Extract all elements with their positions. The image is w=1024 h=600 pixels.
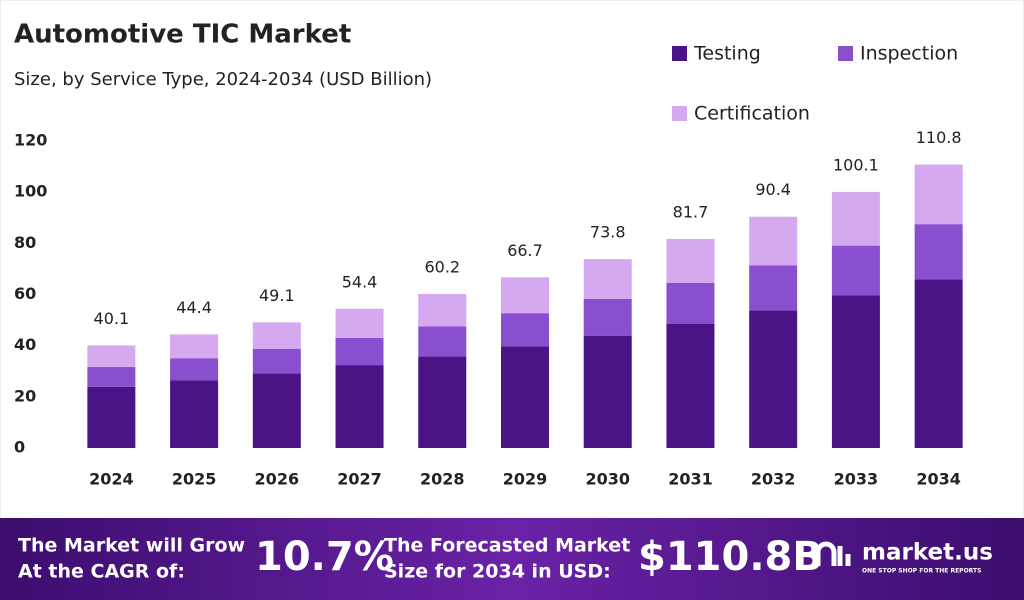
- cagr-text: The Market will Grow: [18, 535, 245, 557]
- legend-label: Testing: [693, 43, 761, 65]
- brand: market.us: [862, 540, 993, 566]
- y-tick-label: 40: [14, 335, 36, 354]
- total-label: 60.2: [424, 257, 460, 276]
- forecast-value: $110.8B: [638, 534, 823, 580]
- legend-label: Certification: [694, 103, 810, 125]
- bar-segment: [335, 308, 384, 338]
- chart-subtitle: Size, by Service Type, 2024-2034 (USD Bi…: [14, 69, 432, 90]
- x-tick-label: 2032: [751, 470, 796, 489]
- total-label: 66.7: [507, 241, 543, 260]
- bar-segment: [170, 358, 219, 381]
- bar-segment: [501, 277, 549, 314]
- footer: The Market will Grow At the CAGR of: 10.…: [18, 534, 993, 583]
- x-tick-label: 2025: [172, 470, 217, 489]
- bar-segment: [749, 216, 798, 266]
- bar-segment: [87, 345, 136, 367]
- bar-segment: [831, 295, 880, 448]
- bar-segment: [335, 365, 384, 448]
- x-tick-label: 2031: [668, 470, 713, 489]
- total-label: 100.1: [833, 155, 879, 174]
- bar-segment: [252, 348, 301, 374]
- x-tick-label: 2030: [585, 470, 630, 489]
- bar-segment: [335, 337, 384, 366]
- cagr-text: At the CAGR of:: [18, 561, 185, 583]
- total-label: 110.8: [916, 128, 962, 147]
- total-label: 73.8: [590, 223, 626, 242]
- legend-swatch: [672, 46, 687, 61]
- bar-segment: [501, 346, 549, 448]
- bar-segment: [583, 259, 632, 299]
- tagline: ONE STOP SHOP FOR THE REPORTS: [862, 568, 981, 575]
- x-tick-label: 2026: [255, 470, 300, 489]
- y-tick-label: 80: [14, 233, 36, 252]
- legend-swatch: [838, 46, 853, 61]
- bar-segment: [914, 224, 963, 280]
- chart-title: Automotive TIC Market: [14, 20, 351, 50]
- x-tick-label: 2033: [834, 470, 879, 489]
- bar-segment: [749, 310, 798, 448]
- bar-segment: [666, 282, 715, 324]
- bar-segment: [914, 279, 963, 448]
- bar-segment: [87, 386, 136, 448]
- bar-segment: [583, 335, 632, 448]
- total-label: 54.4: [342, 272, 378, 291]
- forecast-text: Size for 2034 in USD:: [384, 561, 611, 583]
- legend-label: Inspection: [860, 43, 958, 65]
- y-tick-label: 120: [14, 131, 47, 150]
- y-tick-label: 0: [14, 438, 25, 457]
- bar-segment: [583, 298, 632, 336]
- total-label: 90.4: [755, 180, 791, 199]
- footer-banner: [0, 518, 1024, 600]
- total-label: 81.7: [673, 202, 709, 221]
- bar-segment: [252, 373, 301, 448]
- bar-segment: [914, 164, 963, 225]
- total-label: 40.1: [94, 309, 130, 328]
- x-tick-label: 2028: [420, 470, 465, 489]
- bar-segment: [87, 366, 136, 387]
- x-tick-label: 2034: [916, 470, 961, 489]
- y-tick-label: 20: [14, 386, 36, 405]
- brand-logo: [815, 541, 851, 566]
- bar-segment: [252, 322, 301, 349]
- bar-segment: [170, 334, 219, 359]
- bar-segment: [831, 245, 880, 296]
- x-tick-label: 2029: [503, 470, 548, 489]
- bar-segment: [666, 323, 715, 448]
- y-tick-label: 100: [14, 182, 47, 201]
- x-tick-label: 2027: [337, 470, 382, 489]
- x-tick-label: 2024: [89, 470, 134, 489]
- total-label: 44.4: [176, 298, 212, 317]
- total-label: 49.1: [259, 286, 295, 305]
- bar-segment: [831, 191, 880, 246]
- bar-segment: [170, 380, 219, 448]
- bar-segment: [666, 238, 715, 283]
- cagr-value: 10.7%: [255, 534, 394, 580]
- bar-segment: [418, 293, 467, 327]
- legend-swatch: [672, 106, 687, 121]
- bar-segment: [749, 265, 798, 311]
- forecast-text: The Forecasted Market: [384, 535, 630, 557]
- bar-segment: [418, 356, 467, 448]
- bar-segment: [418, 326, 467, 357]
- y-tick-label: 60: [14, 284, 36, 303]
- bar-segment: [501, 313, 549, 347]
